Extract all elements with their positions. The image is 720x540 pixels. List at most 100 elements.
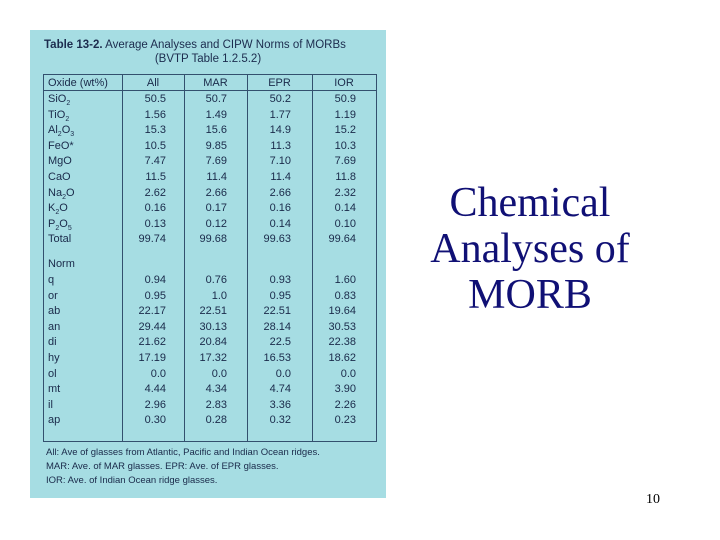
column-divider [247,75,248,441]
table-cell: 4.44 [144,383,166,396]
row-label: FeO* [48,139,74,152]
table-cell: 0.95 [269,289,291,302]
table-cell: 2.32 [334,186,356,199]
table-cell: 50.7 [205,93,227,105]
footnote-line: IOR: Ave. of Indian Ocean ridge glasses. [46,475,218,486]
table-cell: 11.5 [145,171,166,183]
row-label: ab [48,305,61,318]
table-cell: 9.85 [205,139,227,152]
row-label: q [48,273,55,286]
row-label: Total [48,233,72,246]
table-cell: 99.63 [263,233,291,246]
table-cell: 10.3 [334,139,356,152]
table-cell: 1.56 [144,108,166,121]
row-label: TiO2 [48,108,70,123]
table-cell: 0.94 [144,273,166,286]
table-cell: 50.2 [269,93,291,105]
table-cell: 30.13 [199,320,227,333]
table-cell: 15.3 [144,124,166,137]
table-cell: 0.14 [334,202,356,215]
table-cell: 0.0 [150,367,166,380]
table-cell: 0.83 [334,289,356,302]
table-cell: 99.64 [328,233,356,246]
table-cell: 50.5 [144,93,166,105]
table-cell: 0.23 [334,414,356,427]
footnote-line: All: Ave of glasses from Atlantic, Pacif… [46,447,320,458]
table-cell: 7.10 [269,155,291,168]
page-number: 10 [646,492,660,507]
table-cell: 11.8 [335,171,356,183]
table-cell: 0.16 [269,202,291,215]
table-cell: 0.28 [205,414,227,427]
header-divider [44,90,376,91]
table-cell: 3.90 [334,383,356,396]
column-header: EPR [268,77,291,89]
row-label: mt [48,383,61,396]
table-cell: 22.5 [269,336,291,349]
table-cell: 0.95 [144,289,166,302]
row-label: SiO2 [48,93,71,108]
footnote-line: MAR: Ave. of MAR glasses. EPR: Ave. of E… [46,461,279,472]
table-cell: 29.44 [138,320,166,333]
column-divider [184,75,185,441]
table-cell: 2.83 [205,398,227,411]
table-cell: 0.0 [211,367,227,380]
table-cell: 22.51 [263,305,291,318]
row-label: MgO [48,155,72,168]
table-cell: 1.77 [269,108,291,121]
table-cell: 11.4 [270,171,291,183]
table-cell: 50.9 [334,93,356,105]
table-cell: 1.60 [334,273,356,286]
column-header: Oxide (wt%) [48,77,108,89]
table-cell: 2.26 [334,398,356,411]
table-cell: 16.53 [263,351,291,364]
table-cell: 7.47 [144,155,166,168]
table-cell: 0.93 [269,273,291,286]
norm-label: Norm [48,258,75,271]
column-header: IOR [334,77,354,89]
table-cell: 7.69 [205,155,227,168]
row-label: Na2O [48,186,75,201]
slide-title-line: MORB [468,272,592,318]
table-cell: 20.84 [199,336,227,349]
table-cell: 18.62 [328,351,356,364]
table-subtitle: (BVTP Table 1.2.5.2) [154,53,262,65]
row-label: ol [48,367,57,380]
table-cell: 99.68 [199,233,227,246]
table-cell: 3.36 [269,398,291,411]
row-label: Al2O3 [48,124,75,139]
row-label: il [48,398,53,411]
column-header: All [146,77,160,89]
column-header: MAR [203,77,228,89]
table-cell: 22.38 [328,336,356,349]
table-cell: 22.51 [199,305,227,318]
table-cell: 10.5 [144,139,166,152]
table-cell: 4.74 [269,383,291,396]
table-cell: 7.69 [334,155,356,168]
table-cell: 0.14 [269,217,291,230]
table-cell: 0.32 [269,414,291,427]
table-cell: 14.9 [269,124,291,137]
row-label: hy [48,351,60,364]
table-cell: 0.13 [144,217,166,230]
table-title-prefix: Table 13-2. [44,39,103,51]
data-table: Oxide (wt%) All MAR EPR IOR SiO2 50.5 50.7 50.2 5… [43,74,377,442]
table-cell: 0.16 [144,202,166,215]
table-cell: 15.2 [334,124,356,137]
table-cell: 22.17 [138,305,166,318]
table-cell: 0.76 [205,273,227,286]
table-cell: 1.49 [205,108,227,121]
table-cell: 0.12 [205,217,227,230]
slide-title: Chemical Analyses of MORB [410,180,650,318]
table-cell: 17.32 [199,351,227,364]
table-cell: 2.96 [144,398,166,411]
table-title-text: Average Analyses and CIPW Norms of MORBs [102,39,346,51]
table-cell: 17.19 [138,351,166,364]
slide-title-line: Chemical [449,180,611,226]
table-cell: 1.19 [334,108,356,121]
table-cell: 0.0 [340,367,356,380]
table-cell: 2.62 [144,186,166,199]
table-cell: 11.4 [206,171,227,183]
table-cell: 2.66 [205,186,227,199]
row-label: K2O [48,202,68,217]
